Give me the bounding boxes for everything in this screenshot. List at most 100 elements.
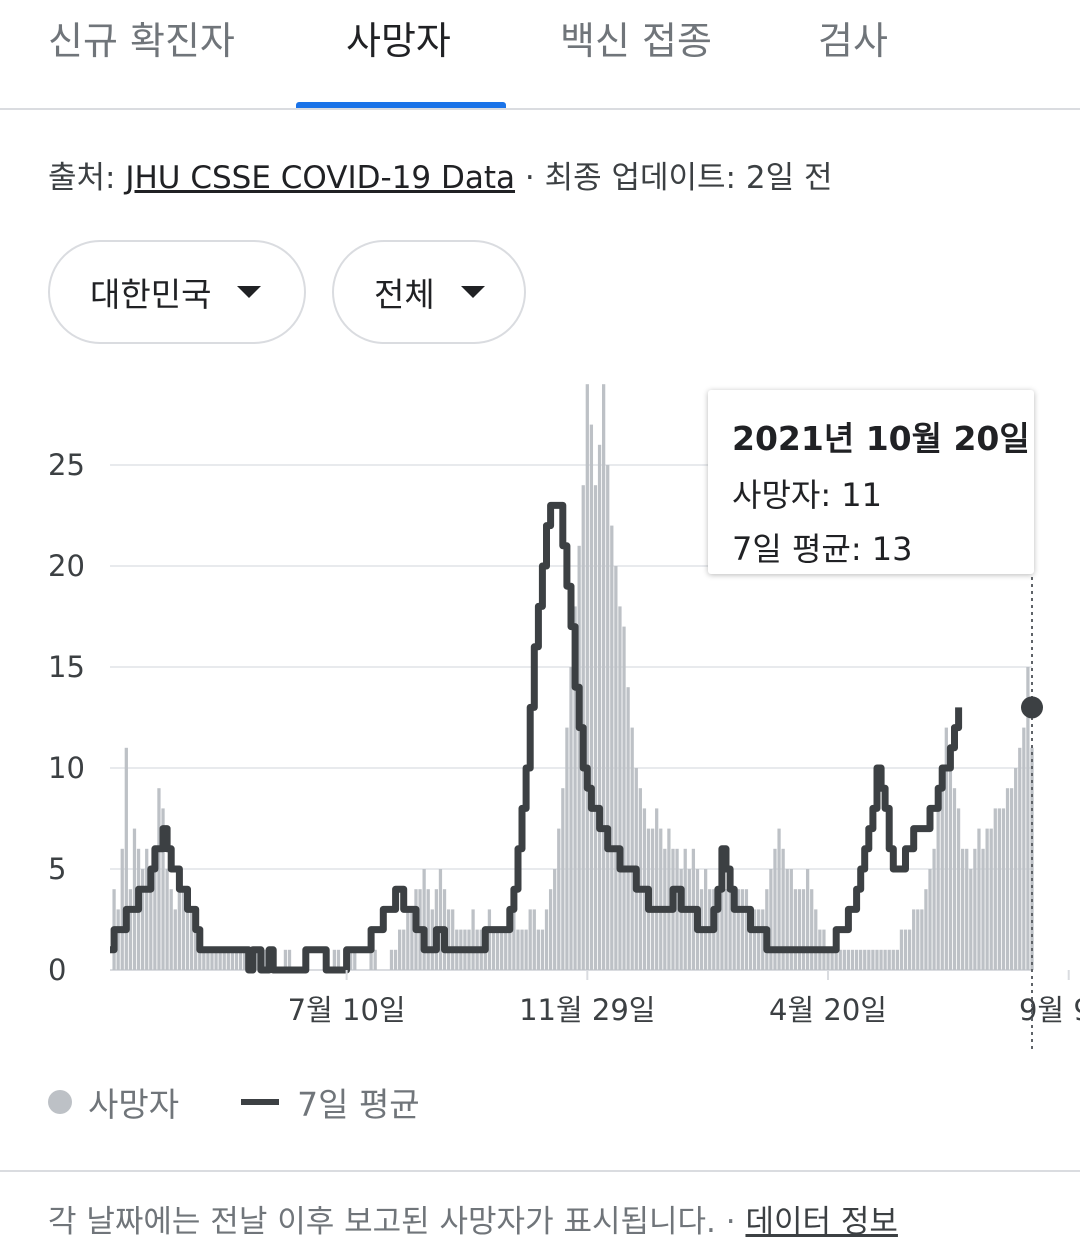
deaths-bar [165,869,169,970]
deaths-bar [500,929,504,970]
deaths-bar [785,869,789,970]
active-tab-indicator [296,102,506,108]
deaths-bar [124,747,128,970]
deaths-bar [589,424,594,971]
deaths-bar [720,889,724,970]
deaths-bar [703,869,708,970]
deaths-bar [263,949,267,970]
dropdown-arrow-icon [237,286,262,298]
footer-note: 각 날짜에는 전날 이후 보고된 사망자가 표시됩니다. · 데이터 정보 [48,1196,898,1241]
deaths-bar [761,909,765,970]
deaths-chart[interactable]: 0 5 10 15 20 25 7월 10일 11월 29일 4월 20일 9월 9일 [0,380,1080,1060]
deaths-bar [907,929,912,970]
deaths-bar [752,909,757,970]
tab-deaths[interactable]: 사망자 [346,19,451,63]
deaths-bar [736,889,740,970]
divider [0,1170,1080,1172]
deaths-bar [398,929,402,970]
x-tick-label: 9월 9일 [1019,993,1080,1027]
deaths-bar [426,889,430,970]
legend-deaths-swatch [48,1090,72,1114]
deaths-bar [528,909,532,970]
deaths-bar [1018,747,1022,970]
deaths-bar [630,727,634,970]
deaths-bar [145,848,149,970]
deaths-bar [781,848,785,970]
deaths-bar [732,889,736,970]
deaths-bar [675,848,679,970]
deaths-bar [936,808,940,970]
hover-marker [1021,696,1043,719]
chart-axes: 0 5 10 15 20 25 7월 10일 11월 29일 4월 20일 9월 9일 [48,448,1080,1050]
source-link[interactable]: JHU CSSE COVID-19 Data [125,160,516,196]
deaths-bar [940,768,944,970]
deaths-bar [1014,768,1018,970]
y-tick-label: 0 [48,953,66,987]
deaths-bar [487,909,492,970]
deaths-bar [446,909,451,970]
data-info-link[interactable]: 데이터 정보 [745,1204,898,1240]
deaths-bar [740,889,744,970]
deaths-bar [369,949,373,970]
deaths-bar [724,889,728,970]
x-tick-label: 11월 29일 [519,993,655,1027]
deaths-bar [141,869,145,970]
deaths-bar [173,909,177,970]
tooltip-date: 2021년 10월 20일 [732,419,1030,458]
source-line: 출처: JHU CSSE COVID-19 Data · 최종 업데이트: 2일… [48,152,832,197]
deaths-bar [773,848,777,970]
deaths-bar [895,949,900,970]
deaths-bar [536,929,540,970]
deaths-bar [830,949,834,970]
deaths-bar [508,929,512,970]
tab-vaccinations[interactable]: 백신 접종 [560,19,712,63]
deaths-bar [1005,788,1010,970]
deaths-bar [238,949,243,970]
deaths-bar [524,929,528,970]
deaths-bar [218,949,222,970]
deaths-bar [728,889,732,970]
average-line-path [110,501,963,974]
deaths-bar [283,949,288,970]
deaths-bar [234,949,239,970]
deaths-bar [520,929,524,970]
deaths-bar [226,949,230,970]
deaths-bar [879,949,883,970]
deaths-bar [540,929,545,970]
deaths-bar [389,949,394,970]
deaths-bar [332,949,337,970]
seven-day-average-line [110,501,963,974]
deaths-bar [1022,727,1026,970]
deaths-bar [557,828,561,970]
deaths-bar [185,909,190,970]
deaths-bar [952,788,957,970]
tab-new-cases[interactable]: 신규 확진자 [48,19,235,63]
deaths-bar [548,889,553,970]
deaths-bar [1001,808,1006,970]
deaths-bar [149,889,153,970]
deaths-bar [659,828,663,970]
deaths-bar [336,949,341,970]
deaths-bar [132,828,137,970]
deaths-bar [569,667,573,970]
deaths-bar [948,747,953,970]
deaths-bar [393,949,398,970]
deaths-bar [716,889,720,970]
region-dropdown[interactable]: 대한민국 [48,240,306,344]
deaths-bar [956,808,961,970]
deaths-bar [805,869,810,970]
deaths-bar [194,929,198,970]
deaths-bar [128,889,133,970]
deaths-bar [430,909,434,970]
deaths-bar [153,869,157,970]
deaths-bar [916,909,920,970]
scope-dropdown[interactable]: 전체 [332,240,526,344]
deaths-bar [969,869,973,970]
deaths-bar [838,949,842,970]
y-tick-label: 5 [48,852,66,886]
deaths-bar [887,949,891,970]
deaths-bar [610,525,614,970]
deaths-bar [973,848,977,970]
tab-tests[interactable]: 검사 [818,19,888,63]
deaths-bar [512,909,516,970]
